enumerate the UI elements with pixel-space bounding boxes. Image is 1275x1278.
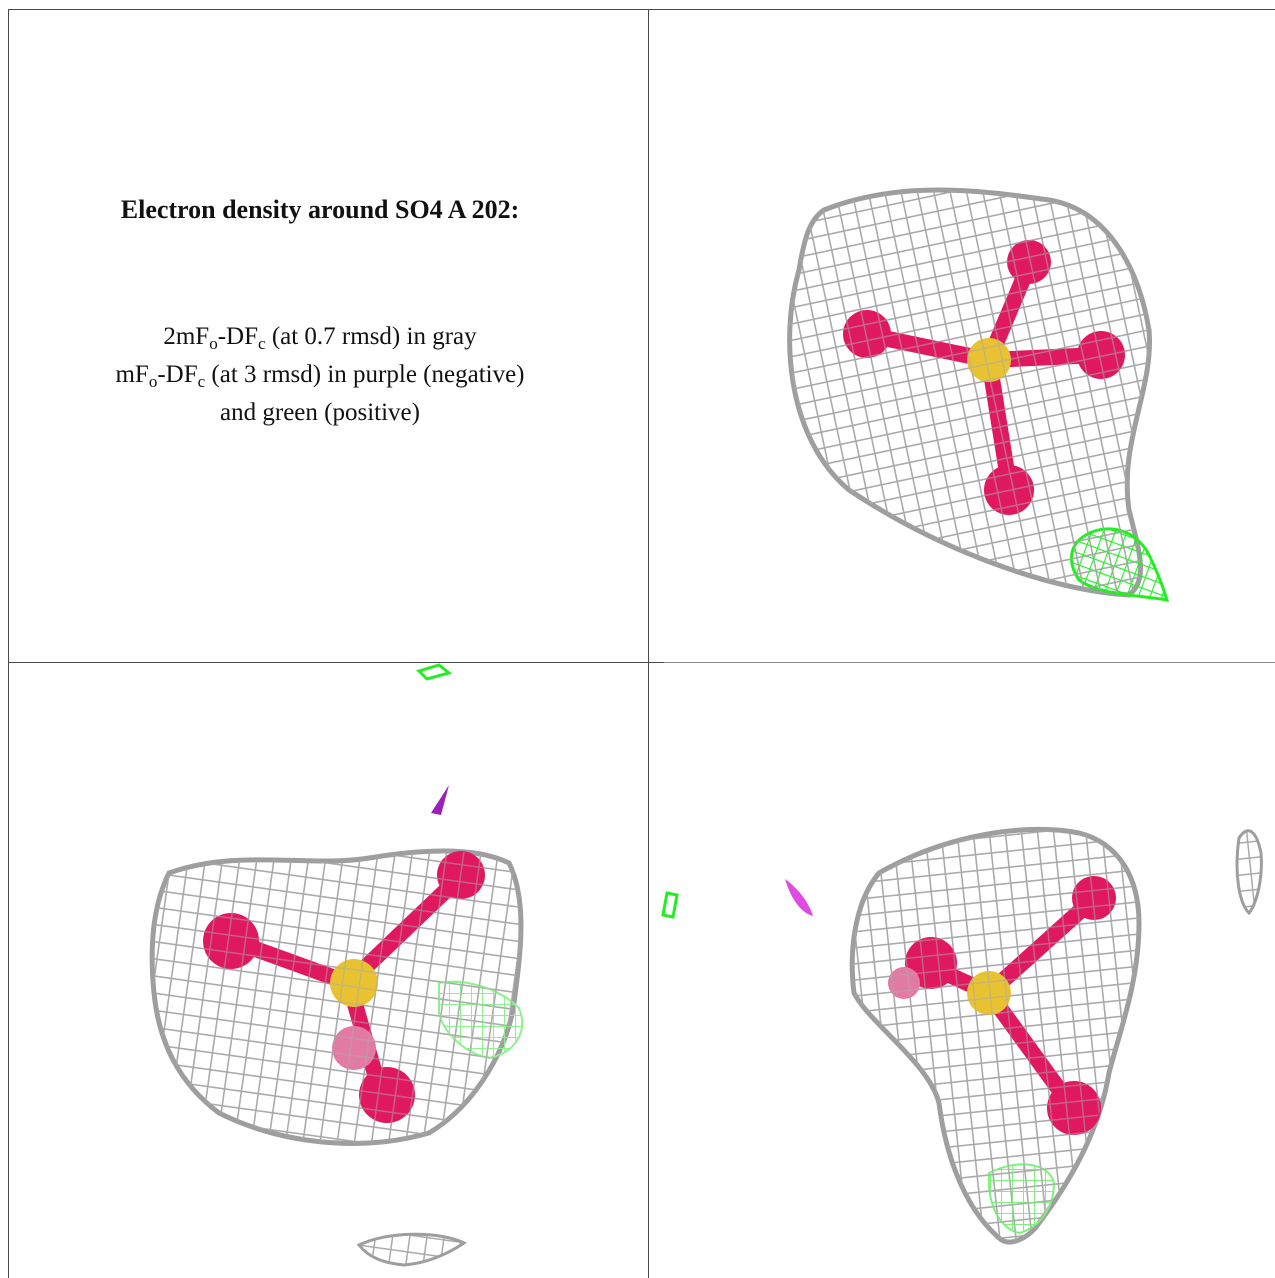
density-view-bottom-right: [649, 663, 1275, 1278]
legend-fofc-cont: and green (positive): [220, 399, 420, 426]
caption-title: Electron density around SO4 A 202:: [120, 195, 520, 224]
legend-2fofc: 2mFo-DFc (at 0.7 rmsd) in gray: [163, 323, 477, 353]
grid-top-border: [8, 9, 1275, 10]
density-svg-1: [787, 187, 1170, 602]
density-svg-2: [149, 663, 524, 1267]
density-view-top-right: [649, 10, 1275, 662]
grid-middle-divider-right: [664, 662, 1275, 663]
mesh-positive-small: [661, 891, 679, 919]
density-svg-3: [661, 826, 1263, 1245]
mesh-fragment: [356, 1232, 468, 1267]
grid-center-divider: [648, 9, 649, 1278]
mesh-positive-small: [416, 663, 453, 681]
mesh-negative-small: [431, 785, 449, 815]
mesh-fragment: [1235, 829, 1263, 916]
density-view-bottom-left: [9, 663, 648, 1278]
grid-left-border: [8, 9, 9, 1278]
legend-fofc: mFo-DFc (at 3 rmsd) in purple (negative): [115, 361, 525, 391]
mesh-negative-small: [785, 879, 813, 916]
grid-middle-divider: [8, 662, 664, 663]
